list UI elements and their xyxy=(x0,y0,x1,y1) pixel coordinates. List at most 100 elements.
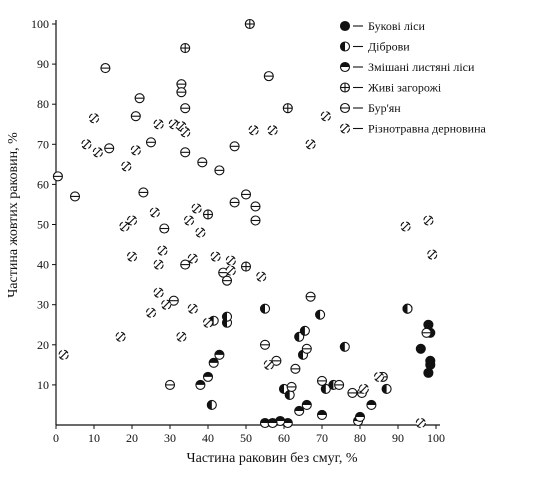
data-point xyxy=(180,259,191,270)
data-point xyxy=(316,375,328,386)
y-tick-label: 100 xyxy=(31,17,49,31)
data-point xyxy=(187,303,198,314)
data-point xyxy=(58,349,69,360)
data-point xyxy=(421,327,432,338)
data-point xyxy=(423,367,434,378)
data-point xyxy=(168,295,179,306)
y-tick-label: 40 xyxy=(37,258,49,272)
data-point xyxy=(187,253,198,264)
legend-marker xyxy=(339,82,351,93)
data-point xyxy=(195,227,206,238)
x-tick-label: 90 xyxy=(392,431,404,445)
data-point xyxy=(52,171,63,182)
x-tick-label: 50 xyxy=(240,431,252,445)
data-point xyxy=(197,157,208,168)
data-point xyxy=(301,399,312,411)
data-point xyxy=(250,201,261,212)
data-point xyxy=(225,255,236,266)
legend-marker xyxy=(339,123,351,134)
data-point xyxy=(208,357,219,368)
data-point xyxy=(402,303,413,314)
data-point xyxy=(88,113,100,124)
y-axis-title: Частина жовтих раковин, % xyxy=(6,132,21,298)
data-point xyxy=(305,291,316,302)
y-tick-label: 50 xyxy=(37,218,49,232)
legend-marker xyxy=(339,20,351,32)
legend-marker xyxy=(339,61,351,73)
data-point xyxy=(358,383,369,394)
x-tick-label: 40 xyxy=(202,431,214,445)
data-point xyxy=(381,383,392,394)
data-point xyxy=(271,355,282,366)
data-point xyxy=(157,245,168,256)
data-point xyxy=(214,165,225,176)
data-point xyxy=(81,139,92,150)
x-tick-label: 10 xyxy=(88,431,100,445)
y-tick-label: 70 xyxy=(37,137,49,151)
data-point xyxy=(263,359,274,370)
data-point xyxy=(180,147,191,158)
y-tick-label: 80 xyxy=(37,97,49,111)
data-point xyxy=(244,18,255,30)
data-point xyxy=(263,71,274,82)
plot-frame xyxy=(55,20,440,426)
data-point xyxy=(290,363,301,374)
data-point xyxy=(316,409,328,421)
data-point xyxy=(104,143,115,154)
data-point xyxy=(400,221,411,232)
legend-label: Змішані листяні ліси xyxy=(368,60,475,74)
data-point xyxy=(202,317,214,328)
legend-label: Діброви xyxy=(368,40,410,54)
data-point xyxy=(259,303,271,314)
y-tick-label: 20 xyxy=(37,338,49,352)
data-point xyxy=(427,249,438,260)
x-tick-label: 30 xyxy=(164,431,176,445)
data-point xyxy=(119,221,130,232)
data-point xyxy=(373,371,385,382)
x-tick-label: 70 xyxy=(316,431,328,445)
data-point xyxy=(100,63,111,74)
data-point xyxy=(299,325,310,336)
data-point xyxy=(121,161,132,172)
legend-label: Різнотравна дерновина xyxy=(368,122,487,136)
data-point xyxy=(180,127,191,138)
data-point xyxy=(176,87,187,98)
y-tick-label: 90 xyxy=(37,57,49,71)
data-point xyxy=(294,405,305,417)
data-point xyxy=(315,309,326,320)
data-point xyxy=(126,251,138,262)
data-point xyxy=(415,343,426,354)
data-point xyxy=(259,339,271,350)
data-point xyxy=(92,147,103,158)
data-point xyxy=(176,331,187,342)
data-point xyxy=(195,379,206,390)
data-point xyxy=(415,417,426,429)
data-point xyxy=(286,381,297,392)
data-point xyxy=(164,379,176,390)
data-point xyxy=(214,349,225,360)
data-point xyxy=(423,215,434,226)
data-point xyxy=(256,271,267,282)
data-point xyxy=(202,371,214,382)
data-point xyxy=(130,145,141,156)
data-point xyxy=(267,125,278,136)
data-point xyxy=(153,259,164,270)
data-point xyxy=(183,215,195,226)
data-point xyxy=(130,111,141,122)
data-point xyxy=(161,299,172,310)
data-point xyxy=(250,215,261,226)
data-point xyxy=(339,341,350,352)
data-point xyxy=(138,187,149,198)
data-point xyxy=(115,331,126,342)
data-point xyxy=(134,93,145,104)
data-points xyxy=(52,18,438,429)
data-point xyxy=(240,189,252,200)
legend: Букові ліси Діброви Змішані листяні ліси Жи… xyxy=(339,19,487,136)
data-point xyxy=(334,379,345,390)
x-tick-label: 60 xyxy=(278,431,290,445)
legend-marker xyxy=(339,41,351,52)
data-point xyxy=(206,399,217,411)
legend-label: Бур'ян xyxy=(368,101,401,115)
data-point xyxy=(221,275,233,286)
data-point xyxy=(191,203,202,214)
